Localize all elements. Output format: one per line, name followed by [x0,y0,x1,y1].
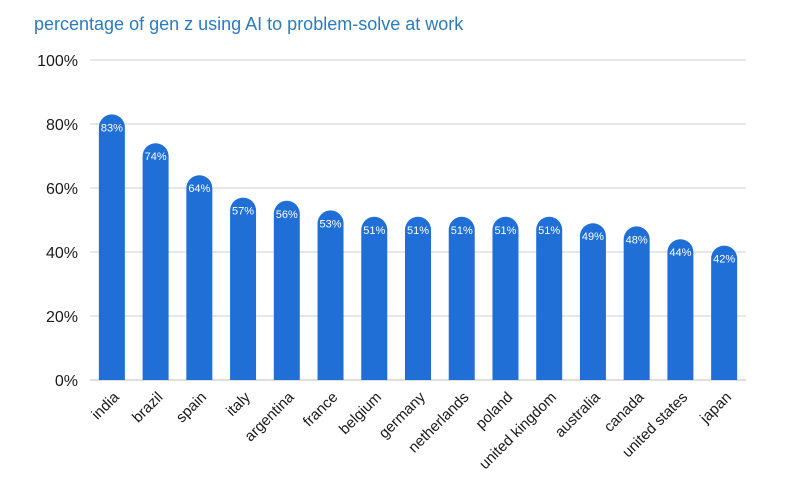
data-label: 51% [451,225,473,237]
bar-belgium [361,216,388,380]
bar-india [98,114,125,380]
x-tick-label: italy [223,388,254,419]
y-tick-label: 80% [46,117,78,134]
data-label: 53% [320,218,342,230]
data-label: 42% [713,254,735,266]
y-tick-label: 0% [55,373,78,390]
data-label: 57% [232,206,254,218]
x-tick-label: australia [552,388,605,441]
bar-netherlands [448,216,475,380]
data-label: 49% [582,231,604,243]
x-tick-label: spain [173,389,210,426]
data-label: 44% [669,247,691,259]
y-tick-label: 100% [37,53,78,70]
bar-united-kingdom [536,216,563,380]
bar-japan [711,245,738,380]
y-tick-label: 60% [46,181,78,198]
data-label: 74% [145,151,167,163]
bar-poland [492,216,519,380]
bar-spain [186,175,213,380]
y-tick-label: 40% [46,245,78,262]
data-labels: 83% 74% 64% 57% 56% 53% 51% 51% 51% 51% 51% 49% 48% 4… [101,122,736,265]
data-label: 51% [494,225,516,237]
data-label: 51% [538,225,560,237]
bar-australia [579,223,606,380]
x-tick-label: india [88,388,123,423]
bar-italy [230,197,257,380]
bar-united-states [667,239,694,380]
data-label: 56% [276,209,298,221]
x-tick-label: japan [696,389,735,428]
data-label: 64% [188,183,210,195]
bar-brazil [142,143,169,380]
bar-germany [405,216,431,380]
data-label: 51% [363,225,385,237]
y-tick-label: 20% [46,309,78,326]
y-axis-ticks: 0% 20% 40% 60% 80% 100% [37,53,78,390]
bar-argentina [273,200,300,380]
data-label: 48% [626,234,648,246]
bar-france [317,210,344,380]
chart-title: percentage of gen z using AI to problem-… [34,14,464,34]
bar-canada [623,226,650,380]
x-tick-label: france [300,389,342,431]
bars [98,114,738,380]
data-label: 83% [101,122,123,134]
x-tick-label: brazil [129,389,166,426]
x-tick-label: united kingdom [476,389,560,473]
data-label: 51% [407,225,429,237]
